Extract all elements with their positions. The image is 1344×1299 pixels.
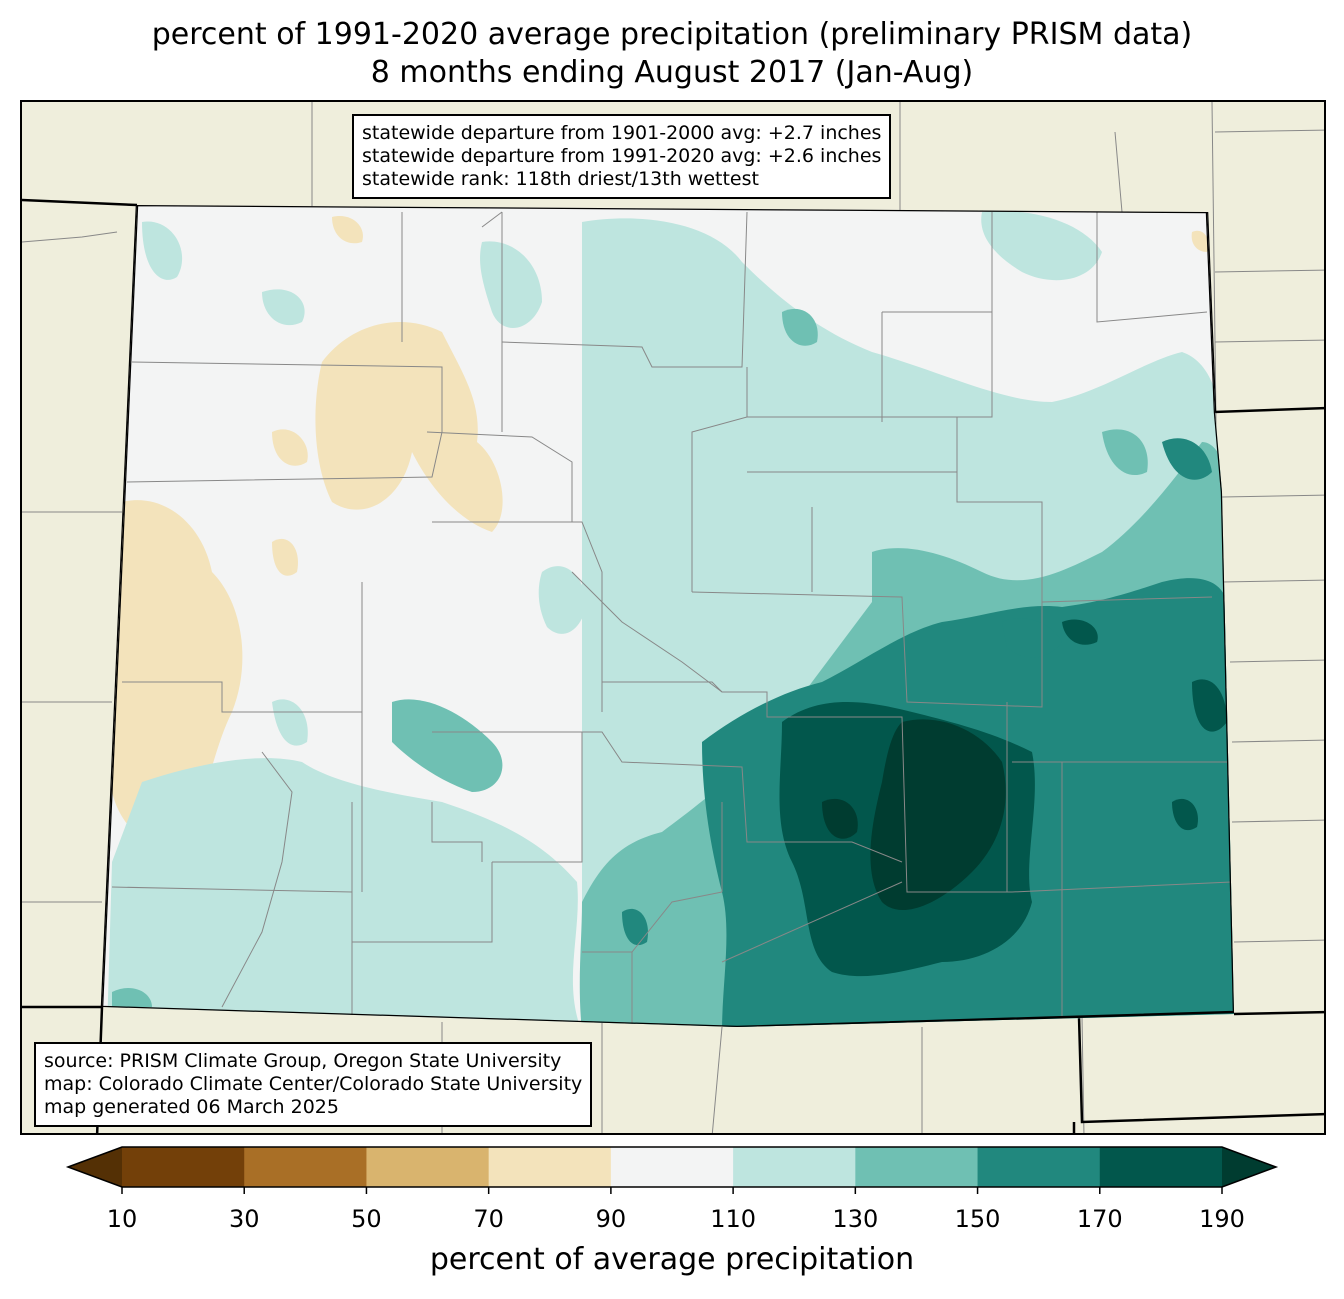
colorbar-tick-label: 170 <box>1076 1205 1123 1233</box>
colorbar-tick-label: 10 <box>106 1205 138 1233</box>
above-normal-190-plus-regions <box>822 719 1006 911</box>
map-canvas <box>22 102 1324 1133</box>
credits-box: source: PRISM Climate Group, Oregon Stat… <box>34 1042 593 1127</box>
colorbar-tick-label: 150 <box>954 1205 1001 1233</box>
colorbar-tick-label: 130 <box>832 1205 879 1233</box>
colorbar-tick-label: 190 <box>1199 1205 1245 1233</box>
credits-map: map: Colorado Climate Center/Colorado St… <box>44 1073 583 1095</box>
colorbar-extend-high <box>1222 1147 1276 1187</box>
colorbar-segment <box>1099 1147 1223 1187</box>
colorbar-segment <box>610 1147 734 1187</box>
map-title-line2: 8 months ending August 2017 (Jan-Aug) <box>370 55 974 90</box>
map-title-line1: percent of 1991-2020 average precipitati… <box>151 17 1193 52</box>
stats-departure-1901-2000: statewide departure from 1901-2000 avg: … <box>362 122 882 144</box>
colorbar-tick-label: 90 <box>595 1205 627 1233</box>
neighbor-state-lines <box>22 102 1324 1133</box>
precipitation-map: statewide departure from 1901-2000 avg: … <box>20 100 1326 1135</box>
precipitation-field <box>102 205 1234 1027</box>
colorbar-tick-label: 110 <box>710 1205 757 1233</box>
colorbar-outline <box>65 1146 1279 1188</box>
colorbar-label: percent of average precipitation <box>429 1242 915 1277</box>
colorbar-segment <box>244 1147 367 1187</box>
colorbar-tick-label: 70 <box>473 1205 504 1233</box>
colorbar-segment <box>366 1147 490 1187</box>
stats-rank: statewide rank: 118th driest/13th wettes… <box>362 168 759 190</box>
credits-generated: map generated 06 March 2025 <box>44 1096 339 1118</box>
colorbar-tick-label: 30 <box>228 1205 260 1233</box>
statewide-stats-box: statewide departure from 1901-2000 avg: … <box>352 114 892 199</box>
colorbar-extend-low <box>68 1147 122 1187</box>
county-lines <box>111 211 1233 1027</box>
colorbar-segment <box>733 1147 856 1187</box>
colorbar-tick-label: 50 <box>351 1205 382 1233</box>
colorbar-segment <box>122 1147 245 1187</box>
colorbar-segment <box>488 1147 612 1187</box>
credits-source: source: PRISM Climate Group, Oregon Stat… <box>44 1050 562 1072</box>
colorbar-segment <box>855 1147 979 1187</box>
colorbar-segment <box>977 1147 1101 1187</box>
stats-departure-1991-2020: statewide departure from 1991-2020 avg: … <box>362 145 882 167</box>
